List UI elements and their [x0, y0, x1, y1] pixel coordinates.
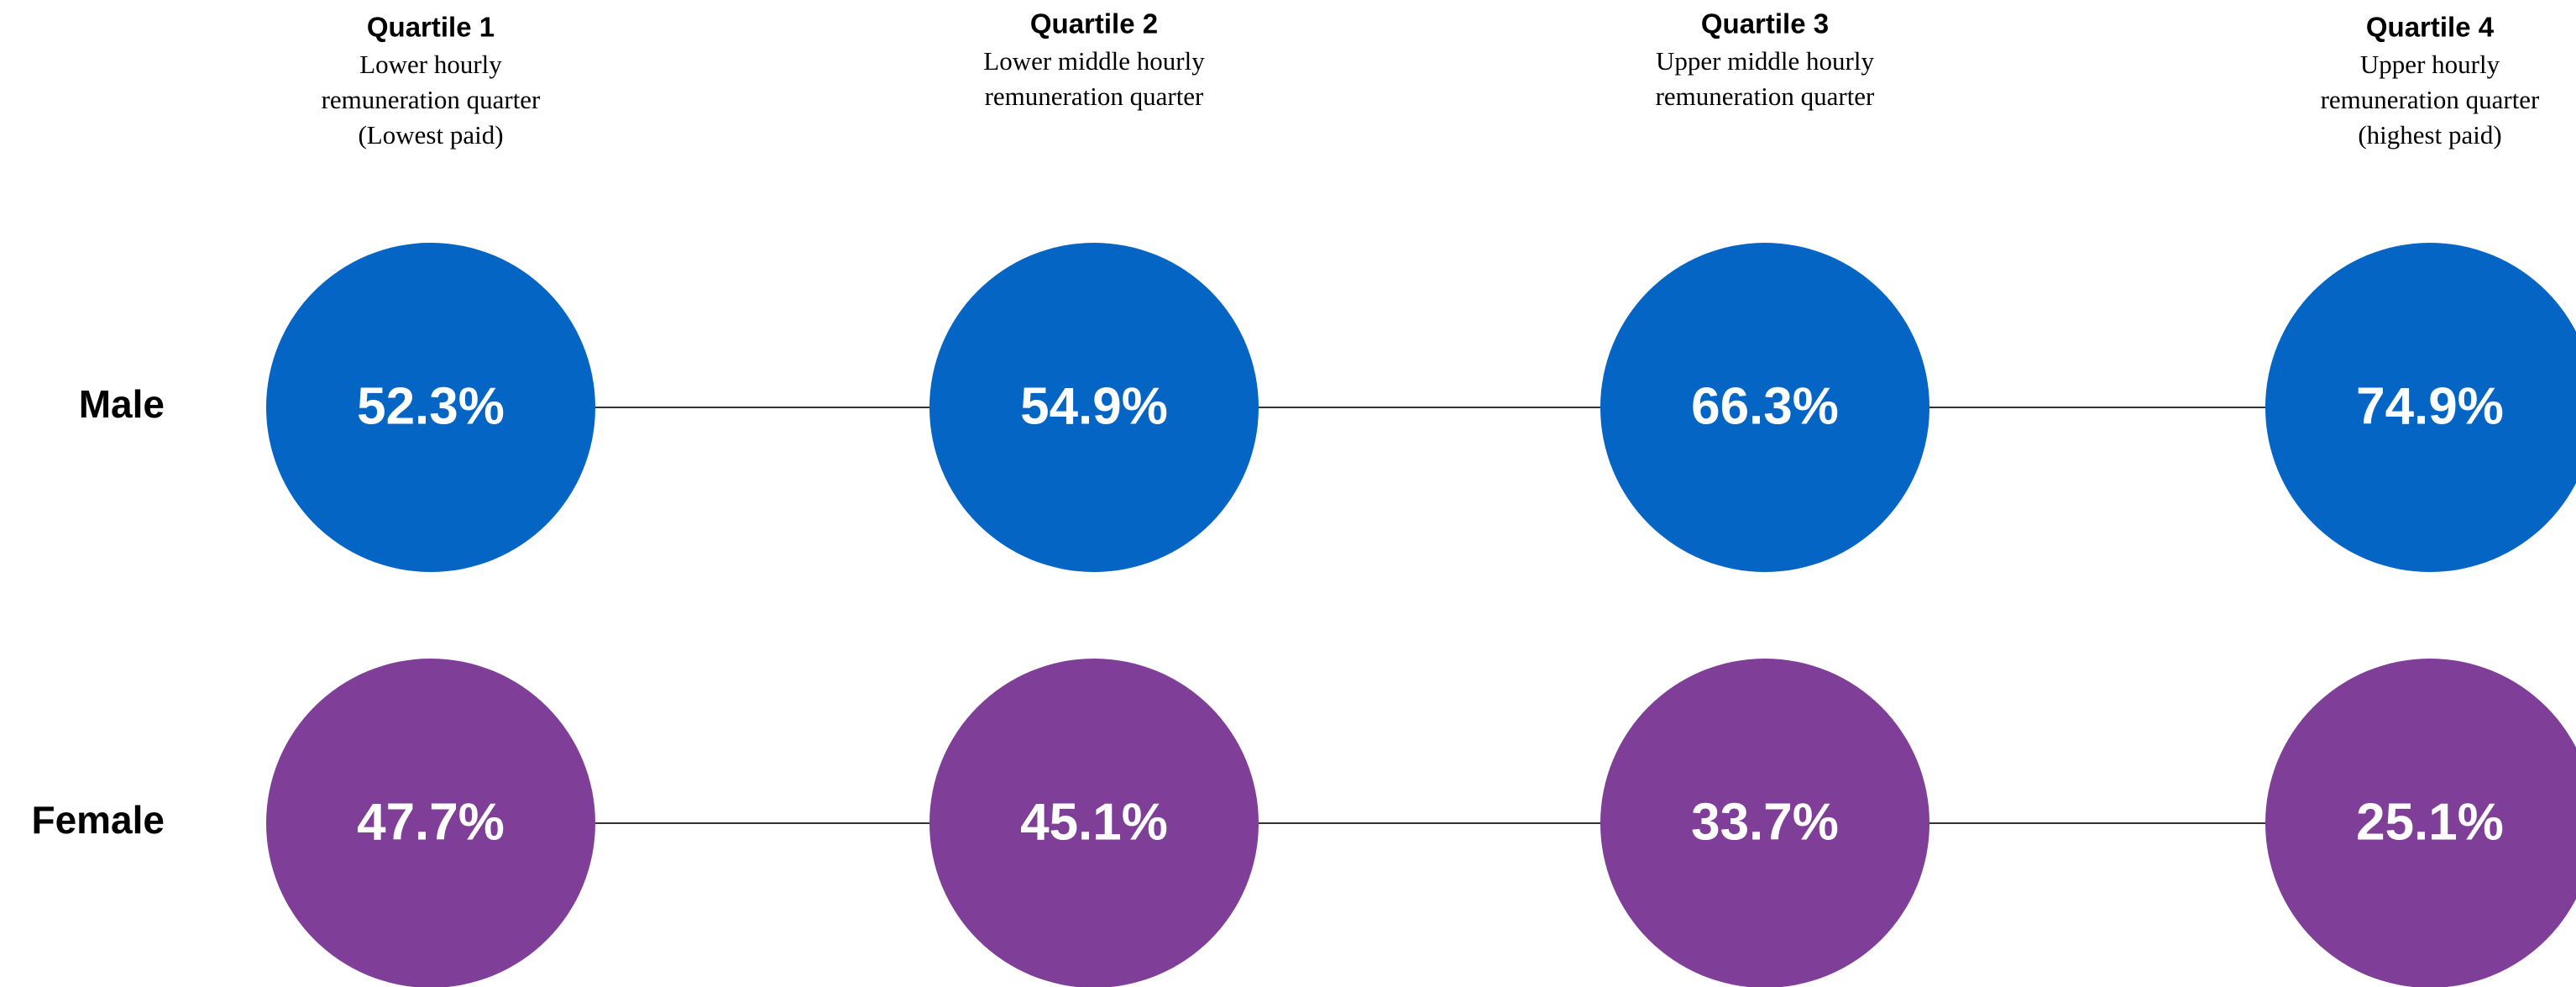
quartile-description: remuneration quarter: [1656, 81, 1875, 111]
value-circle: [266, 659, 595, 987]
row-label: Male: [79, 382, 165, 426]
quartile-description: (highest paid): [2358, 120, 2501, 150]
value-circle: [929, 659, 1259, 987]
value-label: 52.3%: [357, 377, 505, 435]
value-circle: [1600, 659, 1929, 987]
value-circle: [1600, 243, 1929, 572]
value-circle: [2265, 243, 2576, 572]
quartile-title: Quartile 4: [2366, 12, 2495, 43]
quartile-description: remuneration quarter: [322, 85, 541, 114]
value-label: 33.7%: [1691, 793, 1839, 851]
quartile-description: remuneration quarter: [985, 81, 1204, 111]
value-label: 47.7%: [357, 793, 505, 851]
row-label: Female: [31, 798, 165, 842]
quartile-description: remuneration quarter: [2321, 85, 2540, 114]
value-circle: [266, 243, 595, 572]
quartile-description: Upper middle hourly: [1656, 46, 1875, 76]
quartile-title: Quartile 1: [367, 12, 495, 43]
quartile-description: Lower hourly: [359, 50, 502, 79]
value-circle: [2265, 659, 2576, 987]
quartile-description: (Lowest paid): [358, 120, 503, 150]
quartile-description: Lower middle hourly: [983, 46, 1205, 76]
value-circle: [929, 243, 1259, 572]
quartile-title: Quartile 3: [1701, 8, 1829, 39]
value-label: 25.1%: [2356, 793, 2504, 851]
value-label: 66.3%: [1691, 377, 1839, 435]
value-label: 54.9%: [1020, 377, 1168, 435]
quartile-title: Quartile 2: [1030, 8, 1158, 39]
value-label: 45.1%: [1020, 793, 1168, 851]
quartile-description: Upper hourly: [2360, 50, 2500, 79]
value-label: 74.9%: [2356, 377, 2504, 435]
